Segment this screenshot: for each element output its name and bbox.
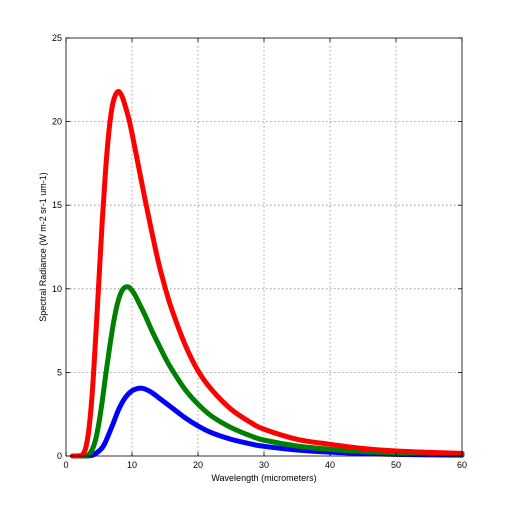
x-tick-label: 40 — [325, 460, 335, 470]
x-tick-label: 60 — [457, 460, 467, 470]
series-line-2 — [70, 385, 465, 459]
y-tick-label: 0 — [57, 451, 62, 461]
x-axis-label: Wavelength (micrometers) — [211, 473, 316, 483]
x-tick-label: 50 — [391, 460, 401, 470]
y-tick-label: 5 — [57, 367, 62, 377]
y-tick-label: 20 — [52, 117, 62, 127]
x-tick-label: 30 — [259, 460, 269, 470]
series-line-0 — [70, 88, 465, 459]
x-tick-label: 10 — [127, 460, 137, 470]
axis-ticks: 0 10 20 30 40 50 60 0 5 10 15 20 25 — [52, 33, 467, 470]
y-tick-label: 10 — [52, 284, 62, 294]
x-tick-label: 0 — [63, 460, 68, 470]
y-axis-label: Spectral Radiance (W m-2 sr-1 um-1) — [38, 172, 48, 322]
series-line-1 — [70, 284, 465, 459]
series-lines — [70, 88, 465, 459]
grid-lines — [66, 38, 462, 456]
y-tick-label: 25 — [52, 33, 62, 43]
x-tick-label: 20 — [193, 460, 203, 470]
y-tick-label: 15 — [52, 200, 62, 210]
